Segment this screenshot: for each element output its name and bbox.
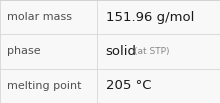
Text: 151.96 g/mol: 151.96 g/mol [106,11,194,24]
Text: (at STP): (at STP) [134,47,169,56]
Text: molar mass: molar mass [7,12,72,22]
Text: phase: phase [7,46,40,57]
Text: 205 °C: 205 °C [106,79,151,92]
Text: solid: solid [106,45,137,58]
Text: melting point: melting point [7,81,81,91]
